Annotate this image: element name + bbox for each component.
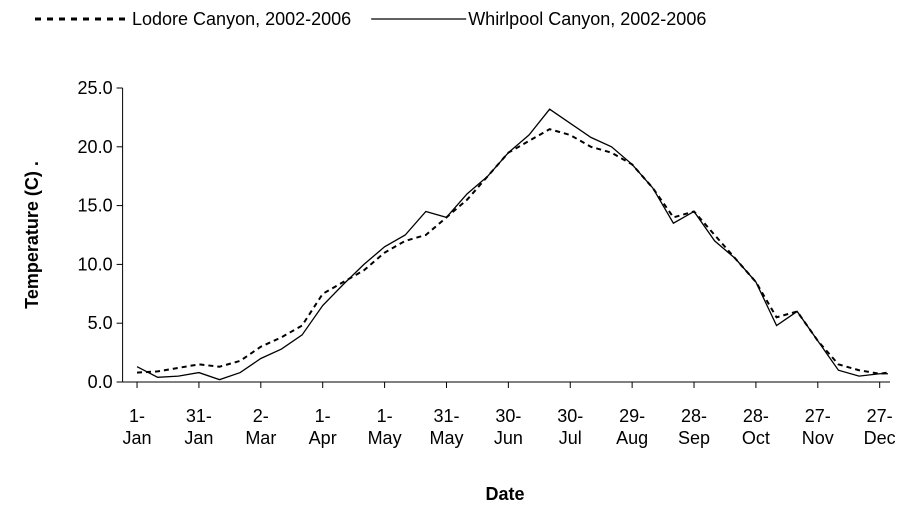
y-tick-label: 15.0 xyxy=(78,196,113,216)
x-tick-label: 31- Jan xyxy=(184,406,214,448)
y-tick-label: 10.0 xyxy=(78,254,113,274)
x-tick-label: 29- Aug xyxy=(616,406,649,448)
x-tick-label: 1- Apr xyxy=(308,406,337,448)
x-tick-label: 28- Sep xyxy=(678,406,711,448)
x-tick-label: 27- Nov xyxy=(801,406,834,448)
x-axis-label: Date xyxy=(485,484,524,504)
legend-label: Whirlpool Canyon, 2002-2006 xyxy=(468,9,706,29)
x-tick-label: 30- Jul xyxy=(557,406,584,448)
x-tick-label: 31- May xyxy=(429,406,464,448)
y-tick-label: 20.0 xyxy=(78,137,113,157)
y-tick-label: 5.0 xyxy=(88,313,113,333)
y-tick-label: 0.0 xyxy=(88,372,113,392)
series-line xyxy=(136,108,888,381)
x-tick-label: 30- Jun xyxy=(493,406,523,448)
legend-label: Lodore Canyon, 2002-2006 xyxy=(132,9,351,29)
y-axis-label: Temperature (C) . xyxy=(22,161,42,309)
x-tick-label: 2- Mar xyxy=(245,406,277,448)
x-tick-label: 1- Jan xyxy=(122,406,152,448)
x-tick-label: 27- Dec xyxy=(863,406,896,448)
x-tick-label: 28- Oct xyxy=(741,406,770,448)
series-line xyxy=(136,128,889,375)
x-tick-label: 1- May xyxy=(367,406,402,448)
y-tick-label: 25.0 xyxy=(78,78,113,98)
